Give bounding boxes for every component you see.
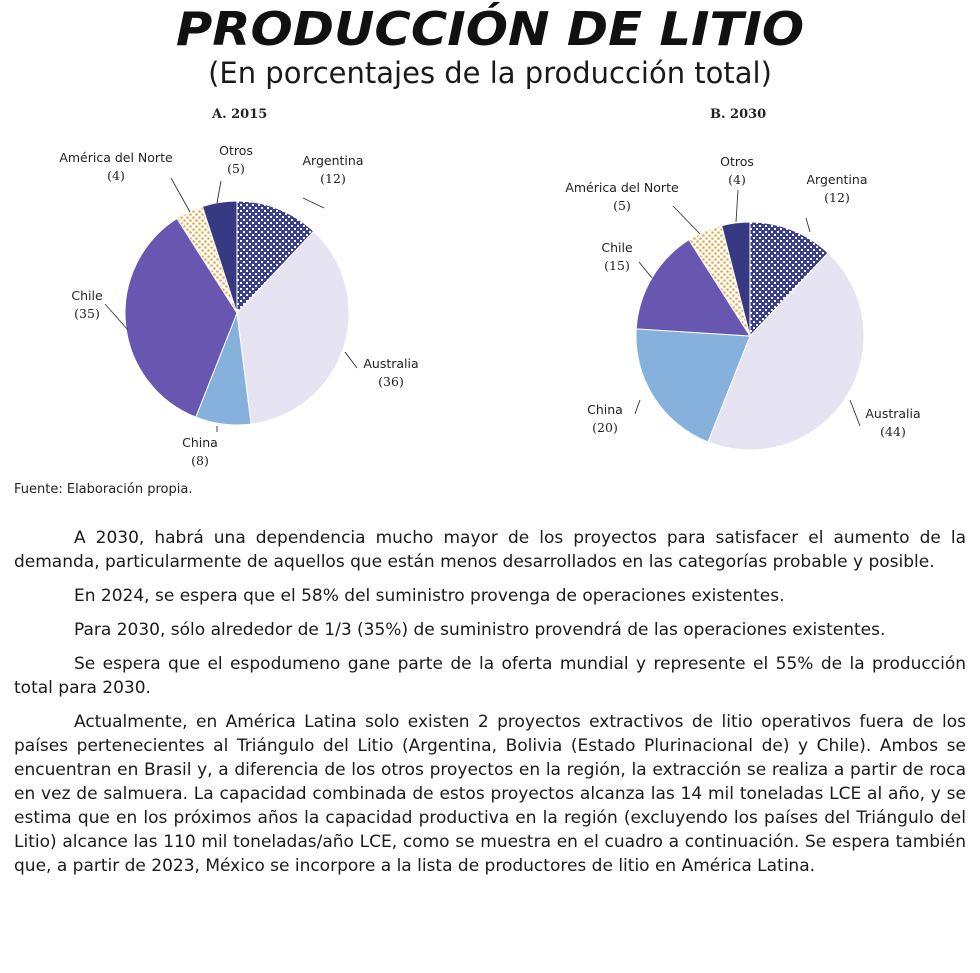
pie-slice-argentina bbox=[236, 200, 315, 315]
slice-label-otros: Otros bbox=[219, 143, 253, 158]
pie-chart-2015: Argentina (12) Australia (36) China (8) Chile (… bbox=[59, 143, 418, 468]
pie-slice-australia bbox=[707, 252, 865, 451]
pie-slice-otros bbox=[721, 221, 751, 337]
pie-slice-argentina bbox=[749, 221, 829, 338]
slice-value-china: (20) bbox=[592, 420, 618, 435]
slice-value-china: (8) bbox=[191, 453, 209, 468]
slice-label-argentina: Argentina bbox=[807, 172, 868, 187]
slice-value-chile: (35) bbox=[74, 306, 100, 321]
leader-line-china bbox=[634, 399, 641, 415]
slice-value-otros: (5) bbox=[227, 161, 245, 176]
slice-label-australia: Australia bbox=[865, 406, 920, 421]
pie-slice-china bbox=[635, 328, 751, 443]
page-subtitle: (En porcentajes de la producción total) bbox=[208, 56, 772, 90]
slice-label-america-del-norte: América del Norte bbox=[565, 180, 679, 195]
leader-line-america-del-norte bbox=[672, 205, 701, 235]
page-title: PRODUCCIÓN DE LITIO bbox=[175, 2, 805, 56]
leader-line-australia bbox=[849, 399, 861, 427]
chart-a-title: A. 2015 bbox=[212, 107, 268, 122]
paragraph: Actualmente, en América Latina solo exis… bbox=[14, 712, 966, 876]
leader-line-otros bbox=[735, 189, 739, 223]
slice-value-argentina: (12) bbox=[824, 190, 850, 205]
leader-line-argentina bbox=[805, 217, 811, 233]
pie-slice-chile bbox=[124, 217, 238, 418]
slice-label-china: China bbox=[182, 435, 218, 450]
slice-label-chile: Chile bbox=[71, 288, 103, 303]
leader-line-america-del-norte bbox=[170, 177, 191, 213]
source-note: Fuente: Elaboración propia. bbox=[14, 482, 193, 497]
pie-chart-2030: Argentina (12) Australia (44) China (20) Chile… bbox=[565, 154, 921, 451]
paragraph: En 2024, se espera que el 58% del sumini… bbox=[74, 586, 785, 606]
slice-value-australia: (44) bbox=[880, 424, 906, 439]
slice-label-argentina: Argentina bbox=[303, 153, 364, 168]
leader-line-chile bbox=[104, 303, 129, 331]
leader-line-otros bbox=[216, 180, 222, 204]
pie-slice-australia bbox=[236, 230, 350, 425]
chart-b-title: B. 2030 bbox=[710, 107, 767, 122]
paragraph: A 2030, habrá una dependencia mucho mayo… bbox=[14, 528, 966, 572]
slice-label-america-del-norte: América del Norte bbox=[59, 150, 173, 165]
pie-charts: Argentina (12) Australia (36) China (8) Chile (… bbox=[59, 143, 921, 468]
slice-label-china: China bbox=[587, 402, 623, 417]
slice-value-otros: (4) bbox=[728, 172, 746, 187]
slice-value-america-del-norte: (5) bbox=[613, 198, 631, 213]
slice-value-australia: (36) bbox=[378, 374, 404, 389]
leader-line-chile bbox=[638, 261, 653, 279]
pie-slice-otros bbox=[201, 200, 238, 314]
slice-value-chile: (15) bbox=[604, 258, 630, 273]
slice-label-chile: Chile bbox=[601, 240, 633, 255]
paragraph: Para 2030, sólo alrededor de 1/3 (35%) d… bbox=[74, 620, 886, 640]
paragraph: Se espera que el espodumeno gane parte d… bbox=[14, 654, 966, 698]
leader-line-argentina bbox=[302, 197, 325, 209]
slice-label-australia: Australia bbox=[363, 356, 418, 371]
slice-label-otros: Otros bbox=[720, 154, 754, 169]
body-text: A 2030, habrá una dependencia mucho mayo… bbox=[14, 526, 966, 888]
slice-value-america-del-norte: (4) bbox=[107, 168, 125, 183]
leader-line-australia bbox=[344, 351, 358, 369]
slice-value-argentina: (12) bbox=[320, 171, 346, 186]
